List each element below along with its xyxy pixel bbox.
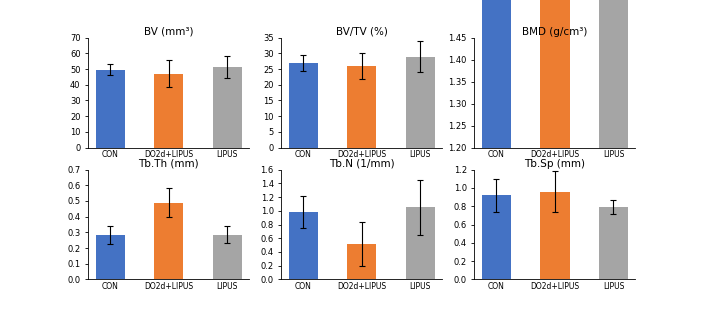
Bar	[213, 235, 242, 279]
Title: BV (mm³): BV (mm³)	[144, 27, 193, 37]
Title: BMD (g/cm³): BMD (g/cm³)	[522, 27, 587, 37]
Bar	[481, 0, 511, 148]
Bar	[599, 207, 628, 279]
Title: Tb.Th (mm): Tb.Th (mm)	[138, 159, 199, 169]
Bar	[289, 63, 318, 148]
Bar	[154, 74, 184, 148]
Bar	[347, 244, 376, 279]
Title: BV/TV (%): BV/TV (%)	[336, 27, 388, 37]
Bar	[213, 67, 242, 148]
Title: Tb.Sp (mm): Tb.Sp (mm)	[525, 159, 585, 169]
Bar	[540, 0, 570, 148]
Bar	[289, 212, 318, 279]
Bar	[406, 57, 435, 148]
Bar	[599, 0, 628, 148]
Title: Tb.N (1/mm): Tb.N (1/mm)	[329, 159, 395, 169]
Bar	[406, 207, 435, 279]
Bar	[481, 195, 511, 279]
Bar	[154, 203, 184, 279]
Bar	[95, 70, 125, 148]
Bar	[95, 235, 125, 279]
Bar	[540, 192, 570, 279]
Bar	[347, 66, 376, 148]
